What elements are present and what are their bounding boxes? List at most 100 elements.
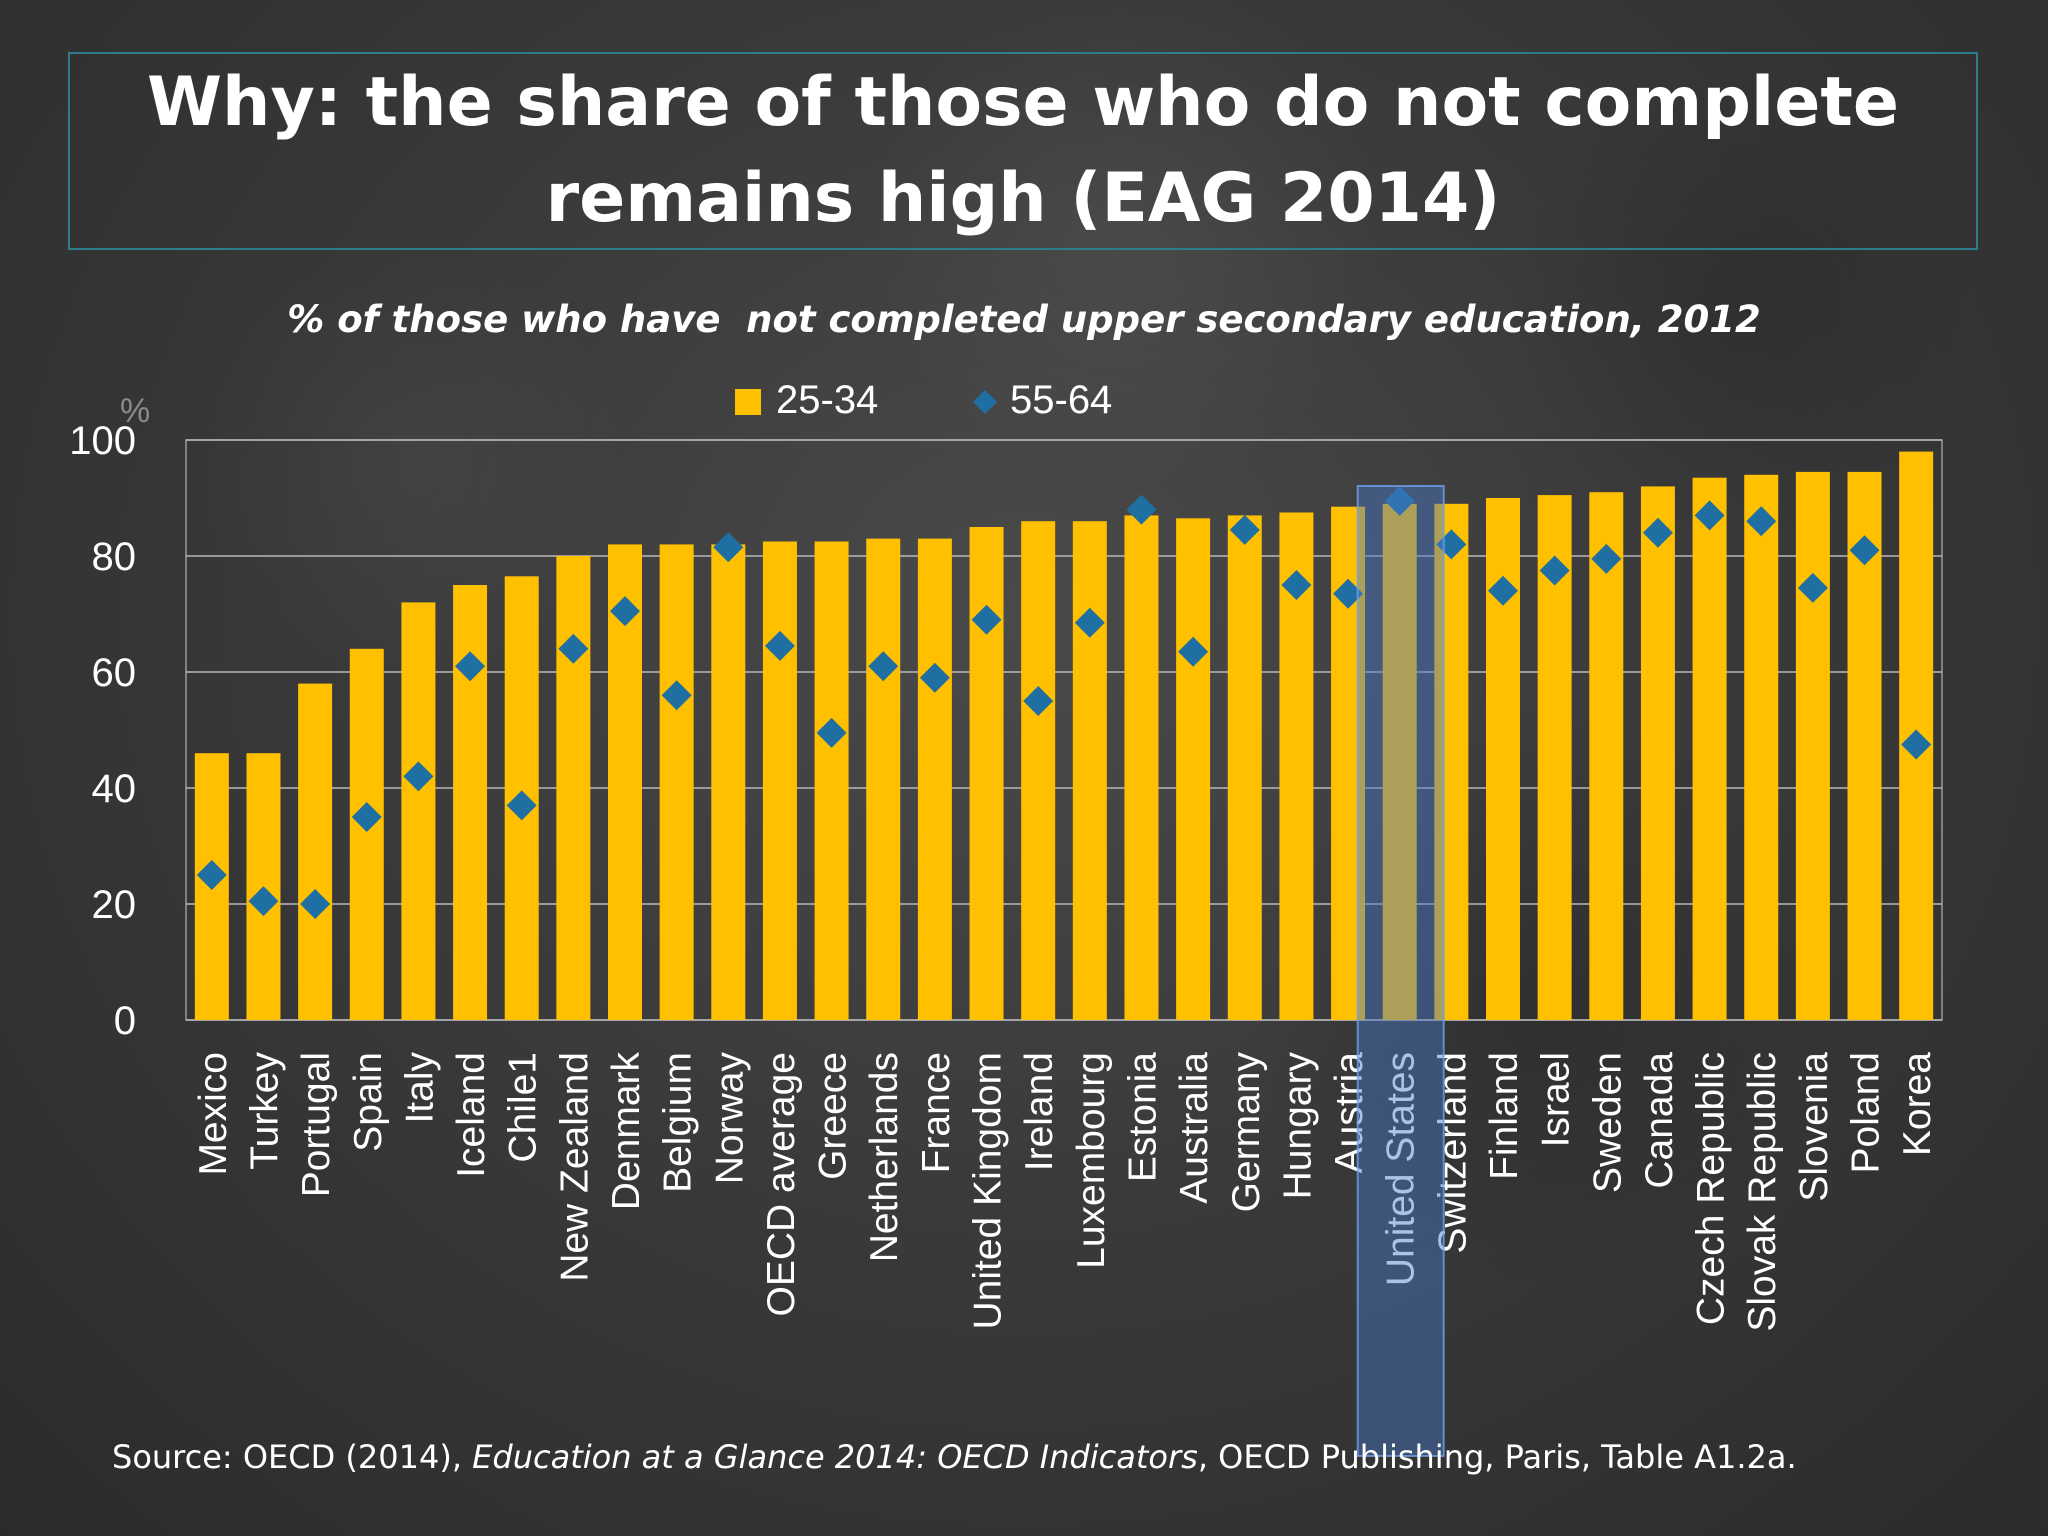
marker-55-64 bbox=[713, 532, 744, 563]
marker-55-64 bbox=[1539, 555, 1570, 586]
y-tick-label: 100 bbox=[69, 419, 136, 463]
y-tick-label: 60 bbox=[92, 651, 137, 695]
bar-25-34 bbox=[556, 556, 591, 1020]
marker-55-64 bbox=[661, 680, 692, 711]
x-category-label: Italy bbox=[398, 1052, 441, 1124]
bar-25-34 bbox=[814, 541, 849, 1020]
x-category-label: New Zealand bbox=[553, 1052, 596, 1282]
bar-25-34 bbox=[1124, 515, 1159, 1020]
marker-55-64 bbox=[1694, 500, 1725, 531]
x-category-label: Slovenia bbox=[1793, 1052, 1836, 1202]
x-category-label: United Kingdom bbox=[967, 1052, 1010, 1330]
plot-frame bbox=[185, 439, 1943, 1021]
marker-55-64 bbox=[610, 596, 640, 627]
x-category-label: Israel bbox=[1535, 1052, 1578, 1147]
x-category-label: Turkey bbox=[243, 1052, 286, 1170]
x-category-label: Czech Republic bbox=[1690, 1052, 1733, 1325]
marker-55-64 bbox=[1901, 729, 1932, 760]
source-italic: Education at a Glance 2014: OECD Indicat… bbox=[472, 1438, 1198, 1476]
marker-55-64 bbox=[1023, 686, 1054, 716]
bar-25-34 bbox=[349, 648, 384, 1020]
legend-marker-55-64 bbox=[973, 390, 997, 414]
bar-25-34 bbox=[917, 538, 952, 1020]
x-category-label: Portugal bbox=[295, 1052, 338, 1197]
highlight-box-united-states bbox=[1356, 485, 1445, 1457]
marker-55-64 bbox=[1178, 636, 1209, 667]
marker-55-64 bbox=[1797, 572, 1828, 603]
marker-55-64 bbox=[196, 860, 227, 890]
marker-55-64 bbox=[506, 790, 537, 821]
bar-25-34 bbox=[711, 544, 746, 1020]
bar-25-34 bbox=[1589, 492, 1624, 1020]
slide-title: Why: the share of those who do not compl… bbox=[147, 63, 1899, 238]
x-category-label: Hungary bbox=[1276, 1052, 1319, 1200]
bar-25-34 bbox=[762, 541, 797, 1020]
x-category-label: Ireland bbox=[1018, 1052, 1061, 1171]
bar-25-34 bbox=[1640, 486, 1675, 1020]
bar-25-34 bbox=[969, 527, 1004, 1020]
marker-55-64 bbox=[1126, 494, 1157, 525]
x-category-label: Canada bbox=[1638, 1052, 1681, 1189]
marker-55-64 bbox=[1281, 570, 1312, 600]
x-category-label: Netherlands bbox=[863, 1052, 906, 1262]
x-category-label: Sweden bbox=[1586, 1052, 1629, 1193]
y-tick-label: 0 bbox=[114, 999, 136, 1043]
x-category-label: Luxembourg bbox=[1070, 1052, 1113, 1269]
marker-55-64 bbox=[1333, 578, 1364, 609]
y-tick-label: 80 bbox=[92, 535, 137, 579]
x-category-label: Korea bbox=[1896, 1052, 1939, 1156]
marker-55-64 bbox=[455, 651, 486, 682]
x-category-label: Germany bbox=[1225, 1052, 1268, 1213]
x-category-label: Norway bbox=[708, 1052, 751, 1185]
marker-55-64 bbox=[300, 889, 331, 919]
marker-55-64 bbox=[971, 604, 1002, 635]
marker-55-64 bbox=[868, 651, 899, 682]
bar-25-34 bbox=[659, 544, 694, 1020]
legend-label-55-64: 55-64 bbox=[1010, 378, 1112, 422]
x-category-label: United States bbox=[1380, 1052, 1423, 1286]
x-category-label: Finland bbox=[1483, 1052, 1526, 1180]
x-category-label: Australia bbox=[1173, 1052, 1216, 1204]
marker-55-64 bbox=[1074, 607, 1105, 638]
source-prefix: Source: OECD (2014), bbox=[112, 1438, 473, 1476]
x-category-label: Switzerland bbox=[1431, 1052, 1474, 1254]
marker-55-64 bbox=[351, 802, 382, 832]
bar-25-34 bbox=[298, 683, 333, 1020]
marker-55-64 bbox=[1746, 506, 1777, 537]
marker-55-64 bbox=[764, 630, 795, 661]
marker-55-64 bbox=[1642, 517, 1673, 548]
x-category-label: Greece bbox=[812, 1052, 855, 1180]
x-category-label: France bbox=[915, 1052, 958, 1173]
bar-25-34 bbox=[1176, 518, 1211, 1020]
x-category-label: Poland bbox=[1845, 1052, 1888, 1173]
marker-55-64 bbox=[1229, 514, 1260, 545]
x-category-label: Slovak Republic bbox=[1741, 1052, 1784, 1332]
bar-25-34 bbox=[1744, 474, 1779, 1020]
bar-25-34 bbox=[1227, 515, 1262, 1020]
source-note: Source: OECD (2014), Education at a Glan… bbox=[112, 1438, 1797, 1476]
legend-swatch-25-34 bbox=[735, 389, 761, 415]
x-category-label: Mexico bbox=[192, 1052, 235, 1176]
bar-25-34 bbox=[1434, 503, 1469, 1020]
x-category-label: Chile1 bbox=[502, 1052, 545, 1163]
bar-25-34 bbox=[401, 602, 436, 1020]
source-suffix: , OECD Publishing, Paris, Table A1.2a. bbox=[1197, 1438, 1797, 1476]
x-category-label: Iceland bbox=[450, 1052, 493, 1178]
bar-25-34 bbox=[866, 538, 901, 1020]
bar-25-34 bbox=[1692, 477, 1727, 1020]
bar-25-34 bbox=[1021, 521, 1056, 1020]
bar-25-34 bbox=[1795, 471, 1830, 1020]
x-category-label: OECD average bbox=[760, 1052, 803, 1316]
bar-25-34 bbox=[1382, 503, 1417, 1020]
bar-25-34 bbox=[453, 585, 488, 1020]
marker-55-64 bbox=[1488, 575, 1518, 606]
marker-55-64 bbox=[816, 717, 847, 748]
x-category-label: Denmark bbox=[605, 1052, 648, 1211]
bar-25-34 bbox=[1072, 521, 1107, 1020]
marker-55-64 bbox=[919, 662, 950, 693]
chart-subtitle: % of those who have not completed upper … bbox=[287, 298, 1761, 341]
marker-55-64 bbox=[1384, 485, 1415, 516]
x-category-label: Estonia bbox=[1121, 1052, 1164, 1182]
marker-55-64 bbox=[403, 761, 434, 792]
